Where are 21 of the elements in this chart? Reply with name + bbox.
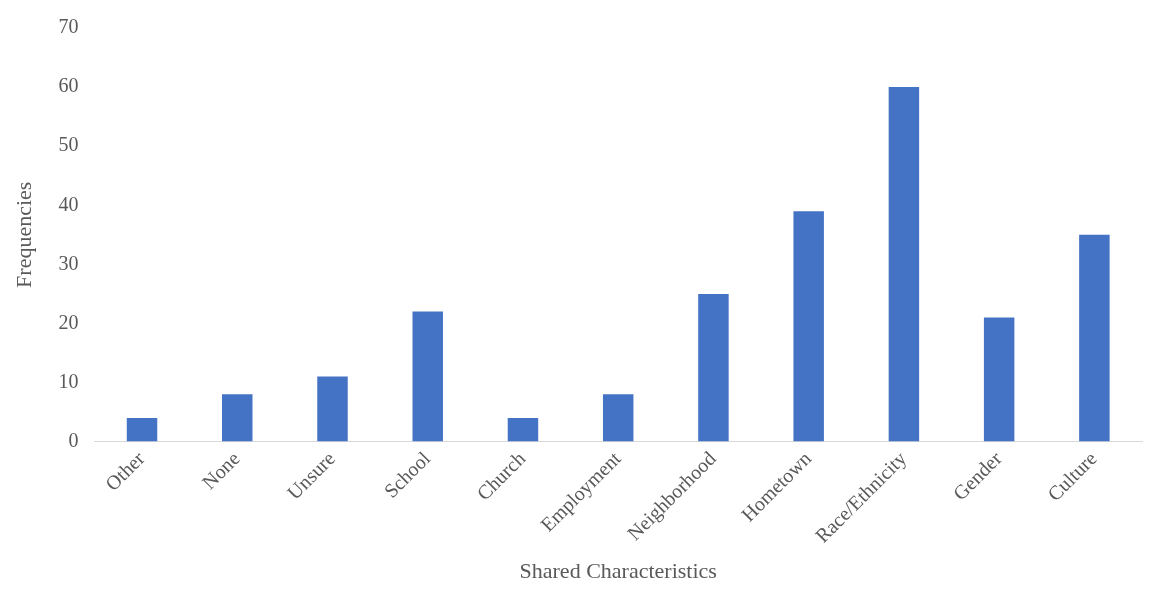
bar <box>317 376 348 442</box>
bar <box>1079 234 1110 442</box>
bar <box>126 417 158 442</box>
y-tick-label: 30 <box>58 251 79 274</box>
y-tick-label: 0 <box>68 428 79 451</box>
bar <box>602 394 634 442</box>
y-tick-label: 20 <box>58 310 79 333</box>
bar <box>888 87 920 442</box>
y-axis-title: Frequencies <box>10 181 36 288</box>
y-tick-label: 70 <box>58 15 79 38</box>
bar <box>983 317 1015 442</box>
y-tick-label: 40 <box>58 192 79 215</box>
bar <box>222 394 253 442</box>
y-tick-label: 60 <box>58 74 79 97</box>
bar <box>412 311 443 442</box>
bar <box>698 293 729 442</box>
bar <box>793 211 824 442</box>
bar <box>507 417 539 442</box>
y-tick-label: 50 <box>58 133 79 156</box>
y-tick-label: 10 <box>58 369 79 392</box>
x-axis-title: Shared Characteristics <box>519 557 717 583</box>
